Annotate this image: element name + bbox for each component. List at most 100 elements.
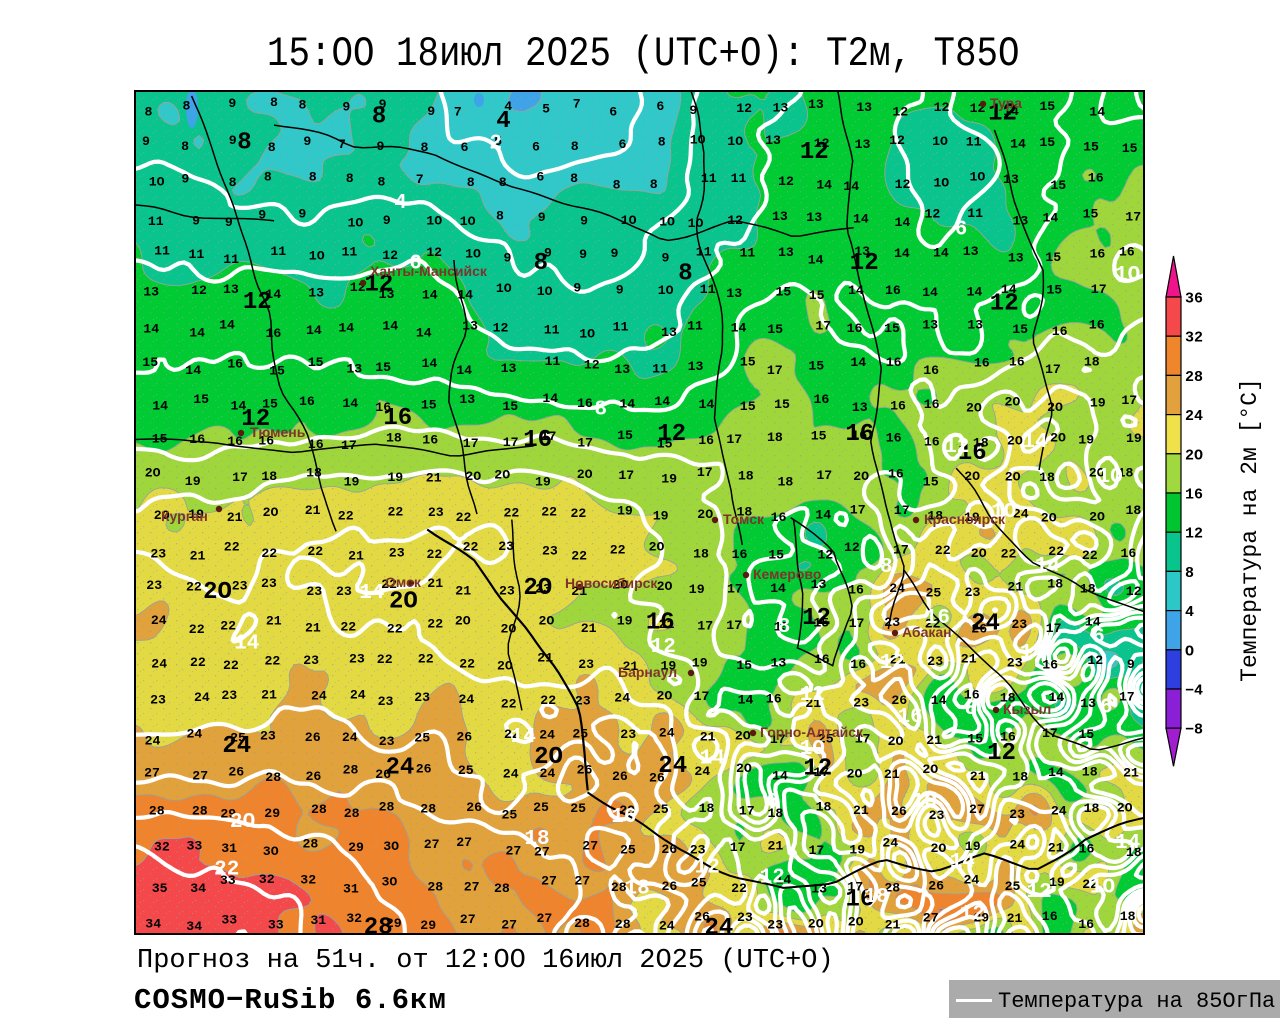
svg-text:2O: 2O — [697, 507, 713, 522]
svg-text:8: 8 — [299, 98, 307, 113]
svg-text:2O: 2O — [1050, 431, 1066, 446]
svg-text:13: 13 — [773, 101, 789, 116]
svg-text:17: 17 — [850, 503, 866, 518]
svg-text:22: 22 — [504, 505, 520, 520]
svg-text:12: 12 — [895, 177, 911, 192]
svg-text:1O: 1O — [426, 214, 442, 229]
svg-text:13: 13 — [346, 362, 362, 377]
svg-text:26: 26 — [891, 804, 907, 819]
svg-text:12: 12 — [892, 105, 908, 120]
svg-text:1O: 1O — [149, 175, 165, 190]
svg-text:27: 27 — [460, 912, 476, 927]
svg-text:17: 17 — [697, 465, 713, 480]
svg-text:2O: 2O — [853, 469, 869, 484]
svg-text:2O: 2O — [735, 729, 751, 744]
svg-text:23: 23 — [260, 729, 276, 744]
svg-text:23: 23 — [232, 579, 248, 594]
svg-text:21: 21 — [261, 688, 277, 703]
svg-text:27: 27 — [969, 802, 985, 817]
svg-text:26: 26 — [375, 767, 391, 782]
svg-text:12: 12 — [365, 272, 394, 299]
svg-text:29: 29 — [420, 918, 436, 933]
svg-text:16: 16 — [845, 421, 874, 448]
svg-text:11: 11 — [701, 171, 717, 186]
svg-text:26: 26 — [306, 769, 322, 784]
svg-text:14: 14 — [382, 319, 398, 334]
svg-text:O: O — [1185, 643, 1194, 660]
svg-text:22: 22 — [224, 540, 240, 555]
svg-text:25: 25 — [414, 730, 430, 745]
svg-text:13: 13 — [501, 361, 517, 376]
svg-text:15: 15 — [1012, 322, 1028, 337]
svg-text:23: 23 — [150, 692, 166, 707]
svg-text:18: 18 — [1000, 691, 1016, 706]
svg-text:21: 21 — [805, 696, 821, 711]
svg-text:16: 16 — [577, 396, 593, 411]
svg-text:8: 8 — [613, 177, 621, 192]
svg-text:23: 23 — [349, 652, 365, 667]
svg-text:13: 13 — [854, 244, 870, 259]
svg-text:15: 15 — [1045, 250, 1061, 265]
svg-text:11: 11 — [967, 206, 983, 221]
svg-text:15: 15 — [767, 322, 783, 337]
svg-text:8: 8 — [270, 95, 278, 110]
svg-text:2O: 2O — [736, 761, 752, 776]
svg-text:13: 13 — [1003, 172, 1019, 187]
svg-text:11: 11 — [342, 244, 358, 259]
svg-text:27: 27 — [456, 835, 472, 850]
svg-text:21: 21 — [1007, 911, 1023, 926]
svg-text:9: 9 — [377, 139, 385, 154]
svg-text:1O: 1O — [309, 249, 325, 264]
svg-text:Ханты-Мансийск: Ханты-Мансийск — [370, 263, 488, 279]
svg-text:16: 16 — [646, 610, 675, 637]
svg-text:11: 11 — [223, 252, 239, 267]
svg-text:16: 16 — [383, 405, 412, 432]
svg-text:11: 11 — [731, 171, 747, 186]
svg-text:28: 28 — [192, 804, 208, 819]
svg-text:11: 11 — [545, 354, 561, 369]
svg-text:14: 14 — [895, 215, 911, 230]
svg-text:16: 16 — [1078, 917, 1094, 932]
svg-text:16: 16 — [422, 433, 438, 448]
svg-text:2O: 2O — [649, 540, 665, 555]
svg-text:12: 12 — [803, 756, 832, 783]
svg-text:14: 14 — [931, 693, 947, 708]
svg-text:28: 28 — [303, 837, 319, 852]
svg-text:8: 8 — [237, 129, 251, 156]
svg-text:13: 13 — [661, 325, 677, 340]
svg-text:12: 12 — [493, 321, 509, 336]
svg-text:15: 15 — [502, 399, 518, 414]
svg-text:16: 16 — [299, 394, 315, 409]
svg-text:Тура: Тура — [990, 95, 1022, 111]
svg-text:13: 13 — [1080, 696, 1096, 711]
svg-text:16: 16 — [814, 652, 830, 667]
svg-text:16: 16 — [375, 400, 391, 415]
svg-text:29: 29 — [348, 840, 364, 855]
svg-text:15: 15 — [421, 398, 437, 413]
svg-text:16: 16 — [847, 321, 863, 336]
svg-text:33: 33 — [268, 918, 284, 933]
svg-text:23: 23 — [303, 653, 319, 668]
svg-text:11: 11 — [700, 282, 716, 297]
svg-text:1O: 1O — [991, 501, 1016, 524]
svg-text:2O: 2O — [263, 505, 279, 520]
svg-text:22: 22 — [418, 652, 434, 667]
svg-text:12: 12 — [800, 139, 829, 166]
svg-text:25: 25 — [458, 763, 474, 778]
svg-text:17: 17 — [618, 468, 634, 483]
svg-text:23: 23 — [379, 734, 395, 749]
svg-text:22: 22 — [504, 727, 520, 742]
svg-text:21: 21 — [623, 659, 639, 674]
svg-text:14: 14 — [738, 693, 754, 708]
svg-text:12: 12 — [382, 248, 398, 263]
svg-text:18: 18 — [699, 801, 715, 816]
svg-text:2O: 2O — [1007, 434, 1023, 449]
svg-text:15: 15 — [774, 397, 790, 412]
svg-text:22: 22 — [501, 697, 517, 712]
svg-text:22: 22 — [1001, 547, 1017, 562]
svg-text:Курган: Курган — [161, 508, 208, 524]
svg-text:17: 17 — [767, 363, 783, 378]
svg-text:8: 8 — [378, 175, 386, 190]
svg-text:6: 6 — [1092, 626, 1105, 649]
svg-text:−4: −4 — [1185, 683, 1203, 700]
